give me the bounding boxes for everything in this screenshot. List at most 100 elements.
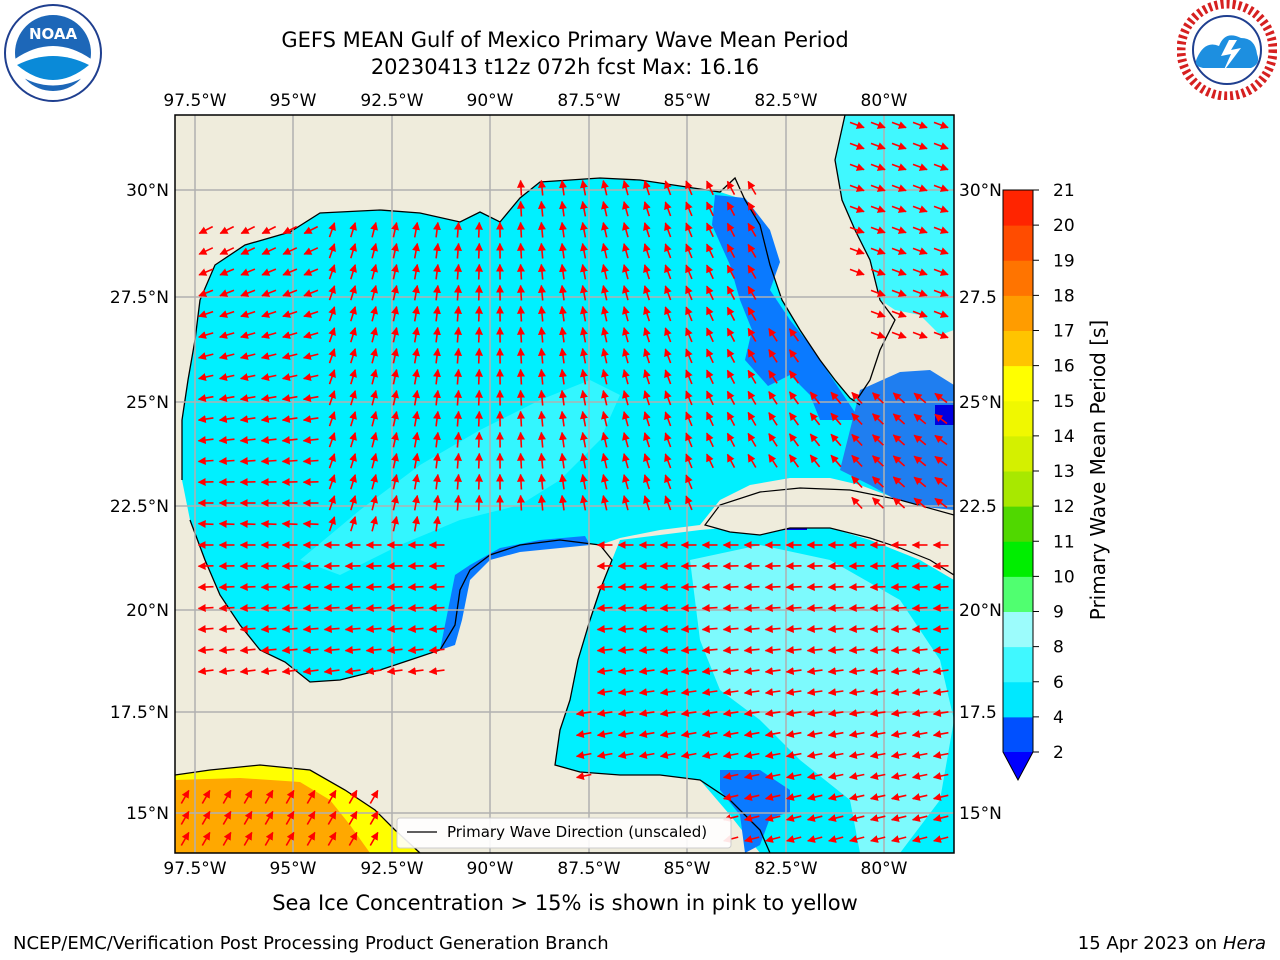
wave-arrow	[764, 667, 781, 676]
wave-arrow	[302, 604, 319, 613]
wave-arrow	[747, 201, 757, 216]
wave-arrow	[328, 222, 336, 238]
legend-label: Primary Wave Direction (unscaled)	[447, 823, 707, 841]
wave-arrow	[827, 772, 844, 780]
wave-arrow	[659, 667, 676, 676]
wave-arrow	[747, 390, 757, 405]
wave-arrow	[239, 625, 256, 634]
wave-arrow	[302, 394, 319, 402]
wave-arrow	[870, 835, 886, 843]
wave-arrow	[622, 453, 630, 469]
wave-arrow	[743, 604, 760, 613]
wave-arrow	[869, 667, 886, 676]
wave-arrow	[932, 625, 949, 634]
wave-arrow	[891, 835, 907, 843]
wave-arrow	[386, 667, 403, 676]
wave-arrow	[911, 730, 928, 738]
wave-arrow	[807, 835, 823, 843]
wave-arrow	[302, 436, 319, 445]
wave-arrow	[391, 263, 399, 280]
wave-arrow	[869, 646, 886, 655]
wave-arrow	[370, 452, 378, 469]
wave-arrow	[282, 225, 298, 235]
wave-arrow	[891, 268, 907, 276]
wave-arrow	[933, 163, 949, 171]
wave-arrow	[851, 391, 863, 405]
wave-arrow	[559, 452, 567, 469]
wave-arrow	[848, 730, 865, 738]
colorbar-segment	[1003, 190, 1033, 226]
wave-arrow	[685, 348, 693, 364]
wave-arrow	[870, 163, 886, 171]
wave-arrow	[580, 221, 588, 238]
wave-arrow	[870, 184, 886, 192]
wave-arrow	[747, 306, 757, 321]
wave-arrow	[911, 625, 928, 634]
wave-arrow	[872, 455, 884, 467]
wave-arrow	[701, 709, 718, 717]
wave-arrow	[412, 242, 420, 259]
wave-arrow	[433, 326, 442, 343]
wave-arrow	[328, 243, 336, 259]
wave-arrow	[197, 519, 214, 528]
wave-arrow	[370, 473, 378, 490]
colorbar-tick-label: 17	[1053, 322, 1075, 342]
svg-text:20°N: 20°N	[126, 601, 169, 621]
wave-arrow	[218, 415, 235, 423]
svg-text:22.5°N: 22.5°N	[110, 497, 169, 517]
wave-arrow	[559, 284, 567, 301]
wave-arrow	[282, 331, 298, 339]
wave-arrow	[638, 583, 655, 592]
wave-arrow	[218, 373, 235, 381]
wave-arrow	[454, 368, 463, 385]
wave-arrow	[664, 264, 672, 280]
wave-arrow	[747, 348, 757, 363]
wave-arrow	[890, 793, 907, 801]
wave-arrow	[617, 751, 634, 759]
wave-arrow	[412, 473, 420, 490]
wave-arrow	[932, 583, 949, 592]
wave-arrow	[726, 327, 736, 342]
nws-logo-icon	[1177, 0, 1277, 100]
wave-arrow	[596, 751, 613, 759]
wave-arrow	[659, 625, 676, 634]
wave-arrow	[722, 583, 739, 592]
wave-arrow	[932, 793, 949, 801]
wave-arrow	[580, 494, 588, 511]
svg-text:90°W: 90°W	[467, 91, 514, 111]
wave-arrow	[261, 225, 277, 235]
wave-arrow	[848, 646, 865, 655]
wave-arrow	[743, 688, 760, 696]
wave-arrow	[911, 814, 928, 822]
wave-arrow	[281, 646, 298, 655]
wave-arrow	[219, 268, 235, 276]
wave-arrow	[302, 583, 319, 592]
wave-arrow	[764, 730, 781, 738]
wave-arrow	[407, 625, 424, 634]
honduras-shelf	[720, 770, 790, 853]
wave-arrow	[601, 242, 609, 259]
wave-arrow	[328, 516, 336, 532]
wave-arrow	[911, 667, 928, 676]
wave-arrow	[933, 184, 949, 192]
wave-arrow	[827, 751, 844, 759]
wave-arrow	[198, 289, 214, 297]
colorbar-label: Primary Wave Mean Period [s]	[1086, 319, 1110, 621]
wave-arrow	[596, 709, 613, 717]
svg-text:NOAA: NOAA	[29, 25, 78, 43]
wave-arrow	[872, 392, 884, 404]
wave-arrow	[327, 810, 337, 825]
wave-arrow	[601, 452, 609, 469]
wave-arrow	[475, 347, 484, 364]
wave-arrow	[726, 285, 736, 300]
wave-arrow	[685, 369, 693, 385]
wave-arrow	[475, 410, 484, 427]
wave-arrow	[785, 709, 802, 717]
lon-ticks-bottom: 97.5°W 95°W 92.5°W 90°W 87.5°W 85°W 82.5…	[163, 859, 907, 879]
wave-arrow	[516, 284, 525, 301]
wave-arrow	[743, 625, 760, 634]
wave-arrow	[475, 242, 484, 259]
wave-arrow	[722, 667, 739, 676]
map-frame	[174, 114, 955, 854]
wave-arrow	[722, 604, 739, 613]
